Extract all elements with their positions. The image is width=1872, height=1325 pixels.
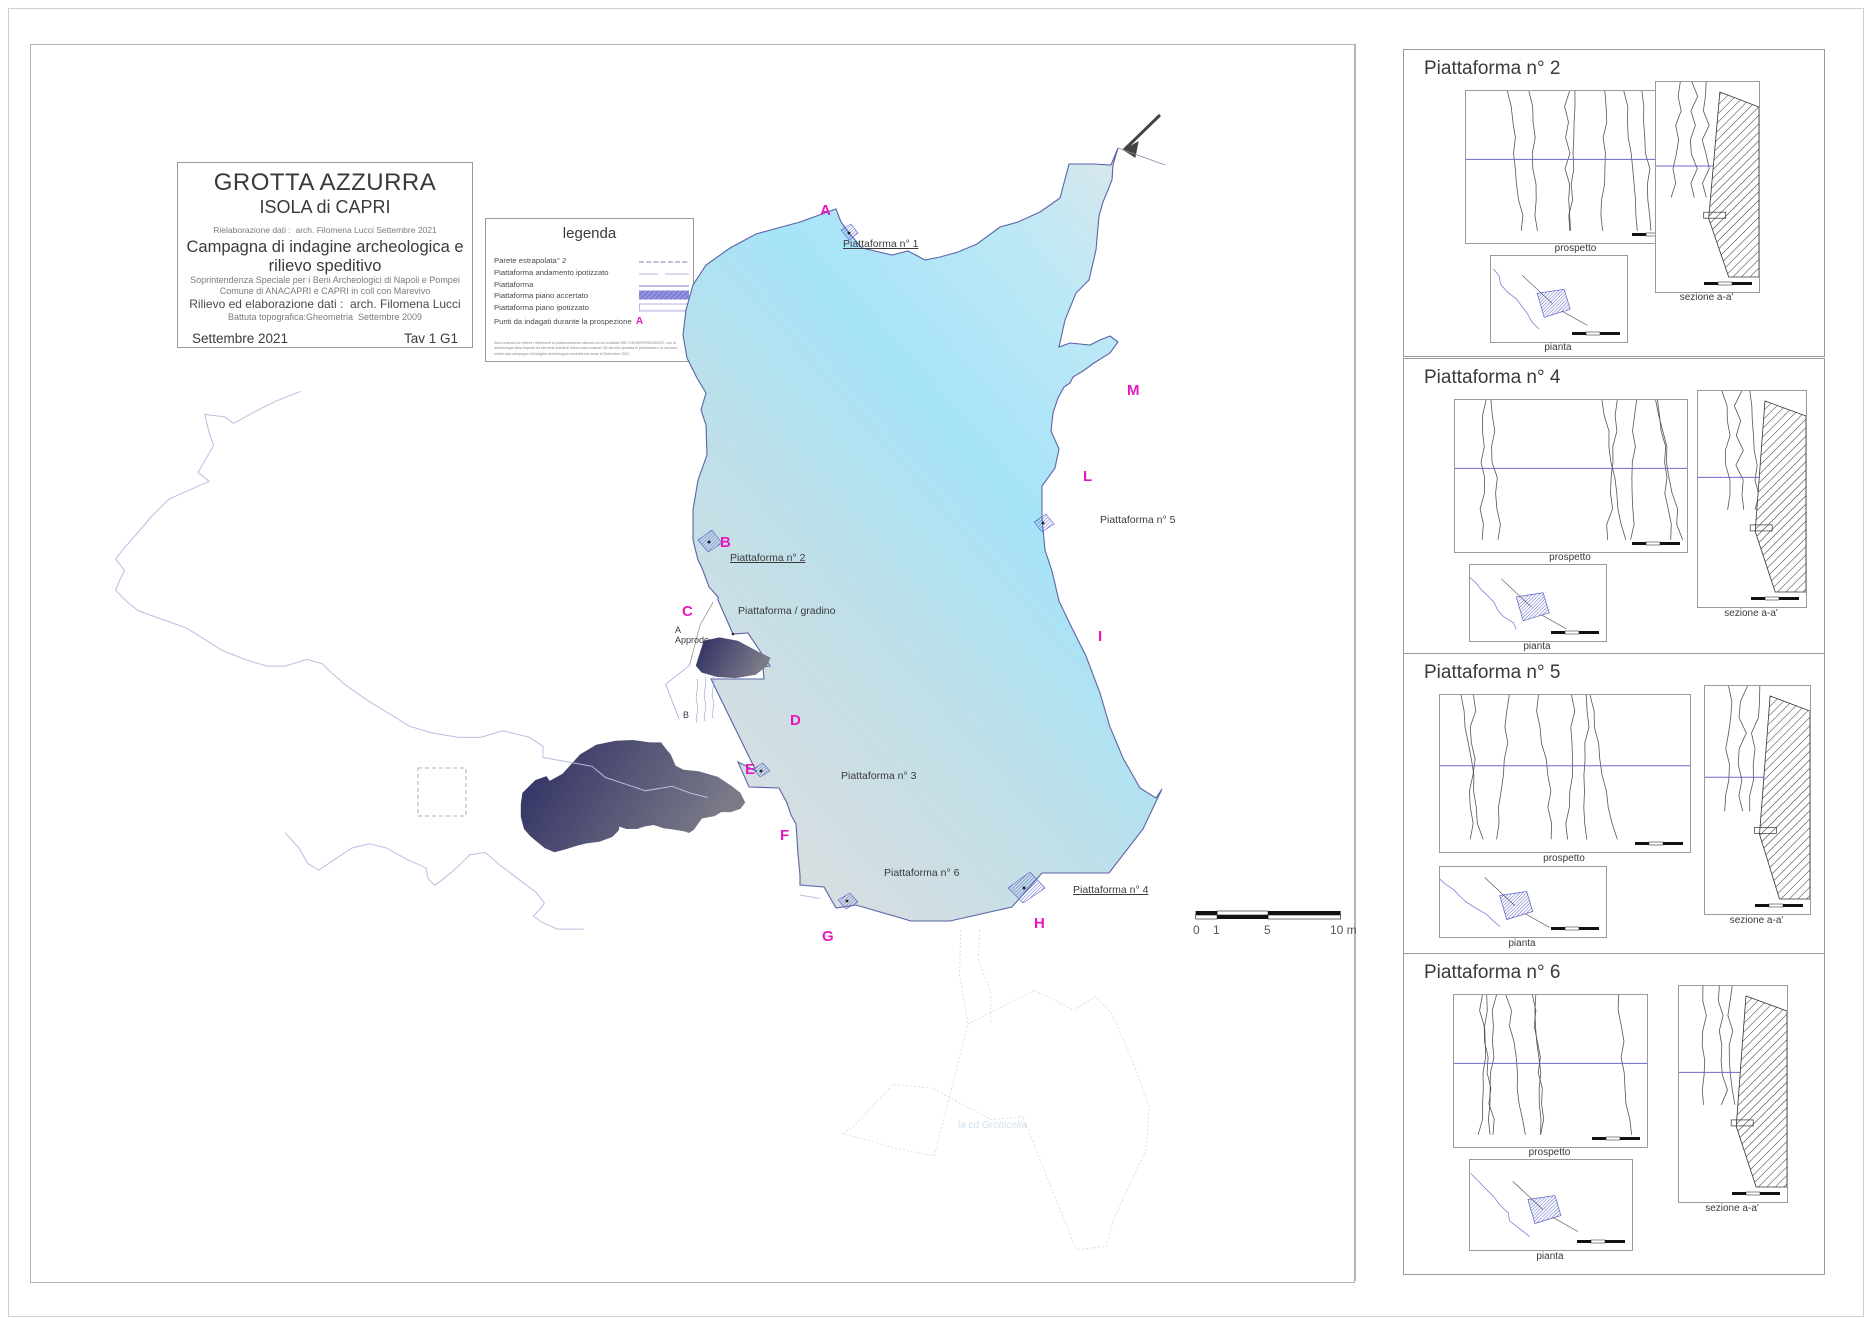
svg-text:0: 0 xyxy=(1193,923,1200,937)
svg-text:5: 5 xyxy=(1264,923,1271,937)
svg-text:la cd Grotticella: la cd Grotticella xyxy=(958,1120,1027,1131)
svg-text:1: 1 xyxy=(1213,923,1220,937)
svg-text:10 m: 10 m xyxy=(1330,923,1357,937)
